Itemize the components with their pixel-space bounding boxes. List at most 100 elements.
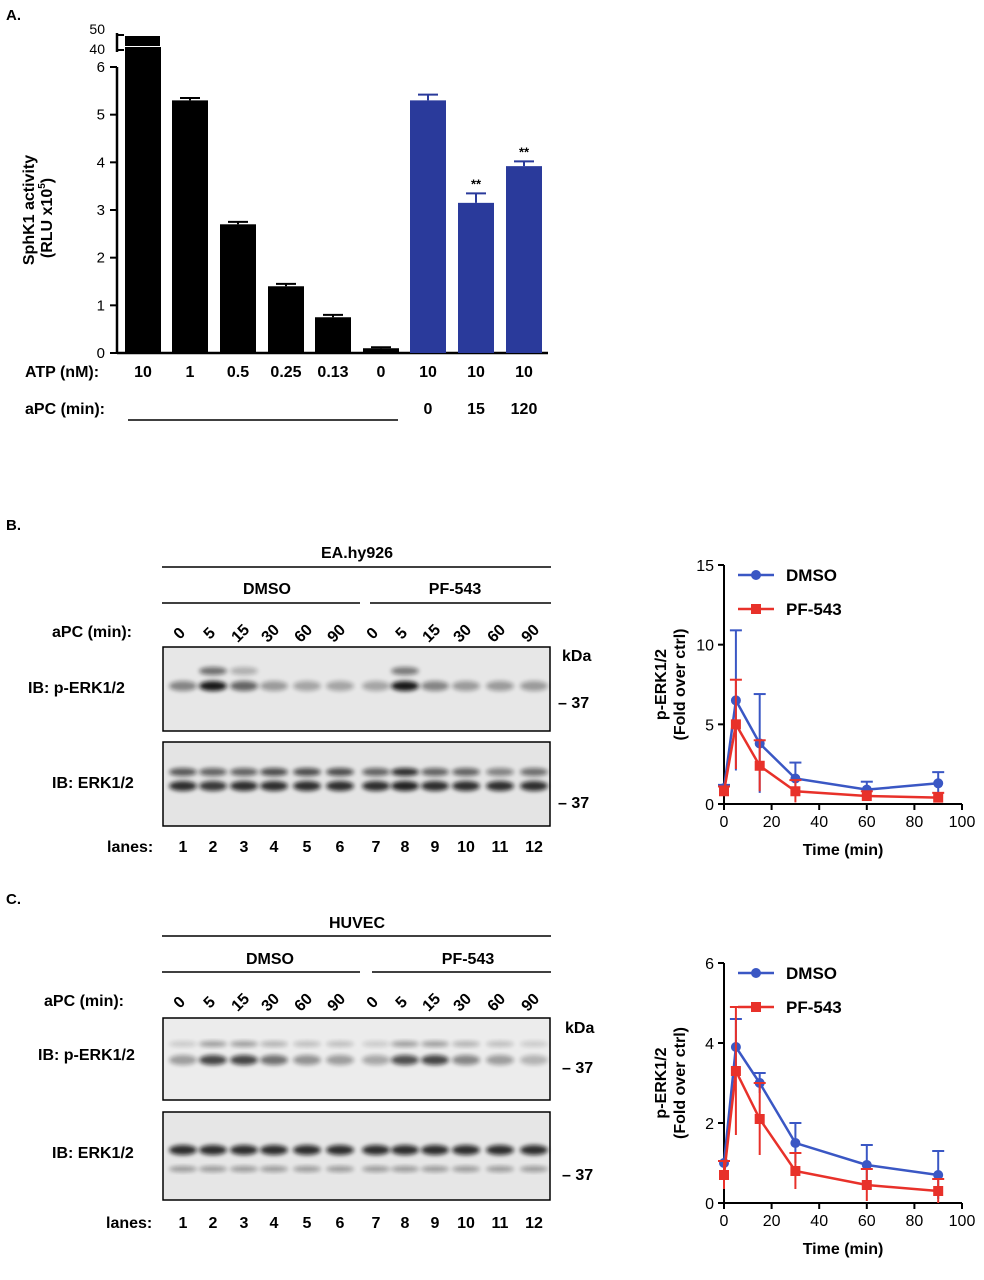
lane-number: 10 [457,1215,475,1232]
blot-band [362,1145,390,1155]
bar [506,166,542,353]
panel-c-label: C. [6,891,21,908]
panel-b-blot-erk [162,741,551,827]
blot-band [199,1145,227,1155]
panel-a-label: A. [6,7,21,24]
blot-band [391,1166,419,1172]
time-label: 60 [485,621,510,646]
lane-number: 7 [372,1215,381,1232]
time-label: 5 [393,994,411,1012]
x-tick-label: 60 [858,1213,876,1230]
lane-number: 5 [303,1215,312,1232]
y-tick-label: 6 [705,956,714,973]
lane-number: 4 [270,1215,279,1232]
legend-marker [751,1002,761,1012]
series-line-pf-543 [722,1066,939,1193]
time-label: 0 [171,625,189,643]
atp-value: 10 [467,364,485,381]
time-label: 0 [364,625,382,643]
bar [458,202,494,353]
atp-value: 10 [515,364,533,381]
blot-band [391,1055,419,1065]
x-tick-label: 100 [949,1213,976,1230]
blot-band [260,1041,288,1047]
legend-marker [751,604,761,614]
blot-band [169,781,197,791]
blot-band [486,1055,514,1065]
panel-c-blot2-label: IB: ERK1/2 [52,1145,134,1162]
x-tick-label: 40 [810,1213,828,1230]
blot-band [520,1041,548,1047]
blot-band [199,781,227,791]
panel-c-blot-erk-bands [169,1145,548,1172]
panel-b-blot2-label: IB: ERK1/2 [52,775,134,792]
blot-band [260,768,288,776]
x-axis-label: Time (min) [803,1241,884,1258]
blot-band [169,1145,197,1155]
blot-band [293,1145,321,1155]
y-tick-label: 10 [696,638,714,655]
blot-band [230,781,258,791]
blot-band [326,1041,354,1047]
blot-band [362,768,390,776]
atp-value: 0.13 [317,364,348,381]
blot-band [391,1041,419,1047]
panel-c-blot-perk [162,1017,551,1101]
blot-band [391,768,419,776]
x-tick-label: 20 [763,814,781,831]
x-tick-label: 60 [858,814,876,831]
blot-band [421,781,449,791]
panel-b-kda: kDa [562,648,591,665]
blot-band [452,781,480,791]
data-point [933,1186,944,1196]
blot-band [452,1145,480,1155]
blot-band [293,1055,321,1065]
y-tick-label: 5 [97,107,105,124]
legend-label: PF-543 [786,998,842,1017]
ylabel-main: (RLU x10 [39,189,56,258]
blot-band [520,1055,548,1065]
lane-number: 11 [492,839,509,856]
panel-b-group-dmso: DMSO [243,581,291,598]
blot-band [169,1166,197,1172]
lane-number: 1 [179,839,188,856]
panel-b-marker1: – 37 [558,695,589,712]
significance-marker: ** [519,144,530,159]
time-label: 60 [292,990,317,1015]
y-tick-label: 6 [97,59,105,76]
blot-band [230,1055,258,1065]
y-tick-label: 15 [696,558,714,575]
panel-c-lane-numbers: 1 2 3 4 5 6 7 8 9 10 11 12 [179,1215,543,1232]
blot-band [260,1145,288,1155]
time-label: 60 [485,990,510,1015]
lane-number: 12 [525,839,543,856]
blot-band [452,1166,480,1172]
atp-value: 0.25 [270,364,301,381]
lane-number: 4 [270,839,279,856]
x-tick-label: 80 [906,814,924,831]
panel-a-ylabel: SphK1 activity (RLU x105) [21,155,56,265]
bar [410,100,446,353]
time-label: 60 [292,621,317,646]
blot-band [421,1166,449,1172]
data-point [730,1066,741,1076]
lane-number: 3 [240,839,249,856]
panel-c-cell-line: HUVEC [329,915,385,932]
panel-b-blot1-label: IB: p-ERK1/2 [28,680,125,697]
panel-b-lane-numbers: 1 2 3 4 5 6 7 8 9 10 11 12 [179,839,543,856]
legend-label: PF-543 [786,600,842,619]
blot-band [326,1166,354,1172]
bar [172,100,208,353]
blot-band [230,1145,258,1155]
x-tick-label: 20 [763,1213,781,1230]
blot-band [326,1145,354,1155]
x-axis-label: Time (min) [803,842,884,859]
blot-band [486,681,514,691]
blot-band [326,768,354,776]
blot-band [421,1145,449,1155]
lane-number: 8 [401,1215,410,1232]
bar [315,317,351,353]
y-tick-label: 4 [705,1036,714,1053]
bar [220,224,256,353]
